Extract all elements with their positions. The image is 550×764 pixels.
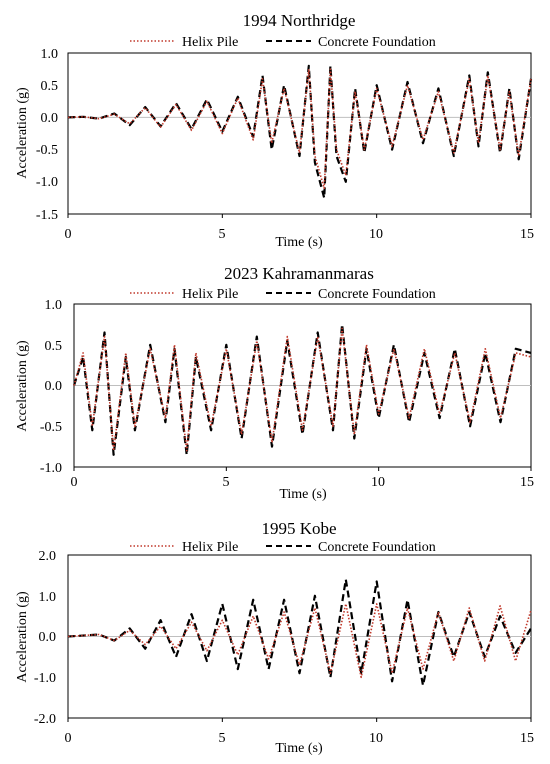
y-tick-label: -0.5 <box>40 420 62 435</box>
x-tick-label: 15 <box>520 731 534 746</box>
legend-helix-label: Helix Pile <box>182 287 238 302</box>
plot-content <box>72 323 532 471</box>
chart-title: 1994 Northridge <box>243 11 356 30</box>
x-tick-label: 5 <box>223 475 230 490</box>
series-helix-pile-line <box>67 68 532 189</box>
legend-concrete-label: Concrete Foundation <box>318 287 436 302</box>
series-helix-pile-line <box>67 603 532 679</box>
y-tick-label: -1.0 <box>34 671 56 686</box>
x-axis-label: Time (s) <box>275 235 323 250</box>
y-tick-label: 0.0 <box>45 379 63 394</box>
series-helix-pile-line <box>73 327 532 452</box>
chart-northridge: 1994 Northridge Helix Pile Concrete Foun… <box>15 11 534 250</box>
y-tick-label: -2.0 <box>34 712 56 727</box>
y-tick-label: 1.0 <box>41 47 59 62</box>
x-axis-label: Time (s) <box>275 741 323 756</box>
y-tick-label: -1.5 <box>36 208 58 223</box>
y-axis-label: Acceleration (g) <box>15 340 30 432</box>
y-tick-label: 0.0 <box>39 630 57 645</box>
x-tick-label: 10 <box>371 475 385 490</box>
legend-helix-label: Helix Pile <box>182 35 238 50</box>
y-axis-label: Acceleration (g) <box>15 591 30 683</box>
y-tick-label: 0.5 <box>41 79 59 94</box>
y-tick-label: -1.0 <box>40 461 62 476</box>
y-tick-label: 2.0 <box>39 549 57 564</box>
legend-concrete-label: Concrete Foundation <box>318 35 436 50</box>
y-tick-label: -0.5 <box>36 143 58 158</box>
series-concrete-foundation-line <box>67 64 533 199</box>
x-tick-label: 15 <box>520 475 534 490</box>
x-tick-label: 10 <box>369 227 383 242</box>
chart-kobe: 1995 Kobe Helix Pile Concrete Foundation… <box>15 519 534 756</box>
x-tick-label: 0 <box>65 227 72 242</box>
y-tick-label: 1.0 <box>45 298 63 313</box>
x-tick-label: 0 <box>65 731 72 746</box>
y-tick-label: 1.0 <box>39 590 57 605</box>
series-concrete-foundation-line <box>67 578 532 687</box>
y-tick-label: -1.0 <box>36 175 58 190</box>
plot-content <box>67 64 533 218</box>
x-tick-label: 5 <box>219 227 226 242</box>
legend-concrete-label: Concrete Foundation <box>318 540 436 555</box>
chart-title: 1995 Kobe <box>261 519 336 538</box>
x-tick-label: 0 <box>71 475 78 490</box>
plot-content <box>67 578 532 722</box>
plot-frame <box>67 52 532 215</box>
x-tick-label: 15 <box>520 227 534 242</box>
y-tick-label: 0.0 <box>41 111 59 126</box>
chart-kahramanmaras: 2023 Kahramanmaras Helix Pile Concrete F… <box>15 264 534 502</box>
x-tick-label: 5 <box>219 731 226 746</box>
y-axis-label: Acceleration (g) <box>15 87 30 179</box>
y-tick-label: 0.5 <box>45 339 63 354</box>
x-axis-label: Time (s) <box>279 487 327 502</box>
chart-title: 2023 Kahramanmaras <box>224 264 374 283</box>
x-tick-label: 10 <box>369 731 383 746</box>
legend-helix-label: Helix Pile <box>182 540 238 555</box>
